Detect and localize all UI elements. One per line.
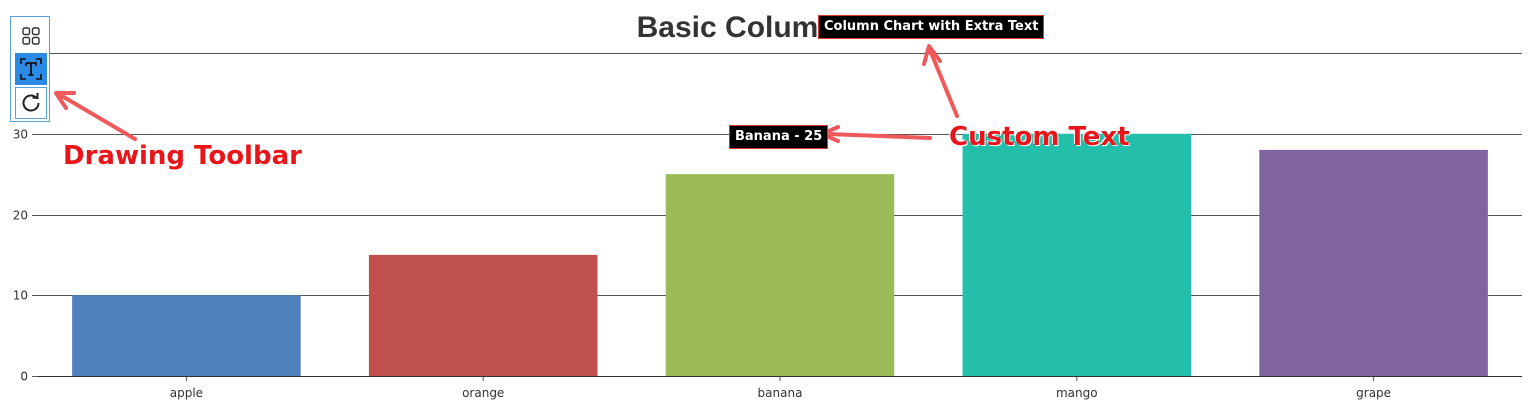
banana-arrow xyxy=(826,132,932,140)
y-tick-label: 20 xyxy=(13,209,28,223)
bar-mango[interactable] xyxy=(962,133,1192,376)
y-tick-label: 30 xyxy=(13,128,28,142)
shapes-icon xyxy=(22,27,40,45)
x-tick-label: banana xyxy=(758,386,803,400)
drawing-toolbar xyxy=(10,16,50,122)
annotation-custom-text: Custom Text xyxy=(949,122,1130,152)
reset-tool-button[interactable] xyxy=(15,87,47,119)
bar-banana[interactable] xyxy=(665,174,895,376)
bar-apple[interactable] xyxy=(72,295,301,376)
annotation-arrows xyxy=(54,44,959,143)
reset-icon xyxy=(22,93,40,112)
bar-orange[interactable] xyxy=(368,254,598,376)
x-tick-label: mango xyxy=(1056,386,1098,400)
y-tick-label: 0 xyxy=(20,370,28,384)
custom-text-banana-label[interactable]: Banana - 25 xyxy=(729,125,829,149)
text-tool-icon xyxy=(20,58,42,80)
bar-grape[interactable] xyxy=(1259,149,1488,376)
custom-text-title-label[interactable]: Column Chart with Extra Text xyxy=(818,15,1045,39)
toolbar-arrow-head xyxy=(54,91,76,110)
y-tick-label: 10 xyxy=(13,289,28,303)
title-arrow-head xyxy=(922,44,942,66)
y-axis-ticks: 0 10 20 30 xyxy=(13,128,38,384)
bars xyxy=(72,133,1488,376)
text-tool-button[interactable] xyxy=(15,53,47,85)
x-axis-ticks: apple orange banana mango grape xyxy=(170,376,1391,400)
x-tick-label: grape xyxy=(1356,386,1391,400)
title-arrow xyxy=(928,48,959,118)
x-tick-label: orange xyxy=(462,386,504,400)
shapes-tool-button[interactable] xyxy=(15,20,47,52)
x-tick-label: apple xyxy=(170,386,203,400)
toolbar-arrow xyxy=(60,94,137,141)
annotation-drawing-toolbar: Drawing Toolbar xyxy=(63,141,302,171)
